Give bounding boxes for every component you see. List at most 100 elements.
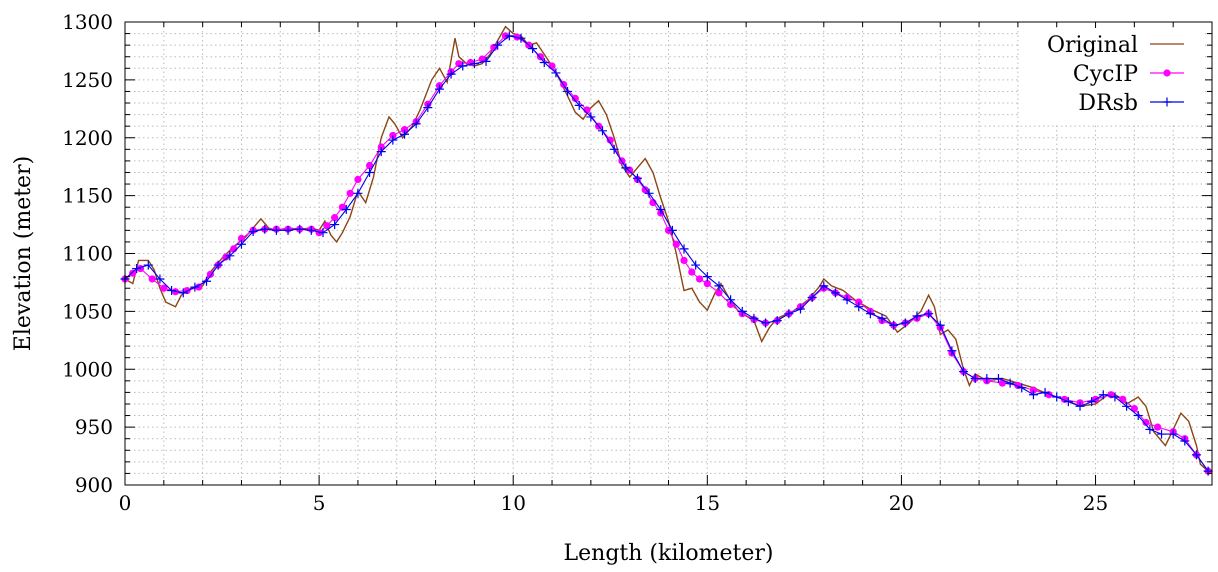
drsb-point <box>667 225 677 235</box>
cycip-point <box>323 222 331 230</box>
drsb-point <box>679 244 689 254</box>
legend: Original CycIP DRsb <box>1020 28 1205 124</box>
drsb-point <box>598 126 608 136</box>
drsb-point <box>656 205 666 215</box>
drsb-point <box>621 163 631 173</box>
drsb-point <box>854 302 864 312</box>
cycip-point <box>400 126 409 134</box>
drsb-point <box>236 239 246 249</box>
drsb-point <box>632 173 642 183</box>
x-tick-label: 10 <box>500 491 525 515</box>
cycip-point <box>160 284 168 292</box>
drsb-point <box>283 225 293 235</box>
cycip-point <box>548 62 556 70</box>
drsb-point <box>644 188 654 198</box>
drsb-point <box>213 260 223 270</box>
drsb-point <box>539 58 549 68</box>
cycip-point <box>606 136 614 144</box>
cycip-point <box>346 189 354 197</box>
drsb-point <box>1052 392 1062 402</box>
drsb-point <box>970 374 980 384</box>
drsb-point <box>202 276 212 286</box>
drsb-point <box>1180 436 1190 446</box>
drsb-point <box>446 69 456 79</box>
cycip-point <box>389 131 397 140</box>
drsb-point <box>1145 424 1155 434</box>
drsb-point <box>376 147 386 157</box>
drsb-point <box>993 374 1003 384</box>
cycip-point <box>129 269 137 277</box>
y-tick-label: 1200 <box>62 126 113 150</box>
cycip-point <box>237 234 246 243</box>
drsb-point <box>481 56 491 66</box>
drsb-point <box>726 295 736 305</box>
drsb-point <box>551 68 561 78</box>
x-tick-label: 5 <box>313 491 326 515</box>
y-tick-label: 1150 <box>62 184 113 208</box>
drsb-point <box>423 103 433 113</box>
x-axis-label: Length (kilometer) <box>564 541 774 566</box>
series-layer <box>120 25 1213 476</box>
drsb-point <box>330 220 340 230</box>
drsb-point <box>1133 411 1143 421</box>
y-tick-label: 1100 <box>62 242 113 266</box>
cycip-point <box>377 143 385 151</box>
drsb-point <box>691 260 701 270</box>
drsb-point <box>1028 390 1038 400</box>
drsb-point <box>225 251 235 261</box>
drsb-point <box>1017 383 1027 393</box>
drsb-point <box>784 309 794 319</box>
drsb-point <box>493 40 503 50</box>
y-tick-label: 950 <box>75 415 113 439</box>
drsb-point <box>1040 387 1050 397</box>
drsb-point <box>702 272 712 282</box>
drsb-point <box>528 44 538 54</box>
drsb-point <box>132 264 142 274</box>
drsb-point <box>1087 397 1097 407</box>
drsb-point <box>912 311 922 321</box>
drsb-point <box>295 224 305 234</box>
drsb-point <box>504 31 514 41</box>
cycip-point <box>365 161 374 170</box>
y-tick-label: 900 <box>75 473 113 497</box>
drsb-point <box>761 318 771 328</box>
drsb-point <box>819 281 829 291</box>
cycip-point <box>641 186 649 194</box>
drsb-point <box>1075 401 1085 411</box>
grid <box>125 22 1212 485</box>
drsb-point <box>574 100 584 110</box>
drsb-point <box>155 274 165 284</box>
cycip-point <box>688 268 696 276</box>
drsb-point <box>1168 429 1178 439</box>
drsb-point <box>318 228 328 238</box>
drsb-point <box>795 304 805 314</box>
drsb-point <box>807 292 817 302</box>
drsb-point <box>737 306 747 316</box>
x-tick-label: 25 <box>1083 491 1108 515</box>
x-tick-label: 15 <box>695 491 720 515</box>
y-tick-label: 1000 <box>62 357 113 381</box>
cycip-point <box>1163 69 1171 77</box>
cycip-point <box>703 279 711 288</box>
drsb-point <box>900 318 910 328</box>
drsb-point <box>178 288 188 298</box>
drsb-point <box>190 282 200 292</box>
drsb-point <box>353 188 363 198</box>
drsb-series <box>120 31 1213 476</box>
original-series <box>124 25 1209 472</box>
drsb-point <box>1098 390 1108 400</box>
drsb-point <box>469 59 479 69</box>
drsb-point <box>1005 378 1015 388</box>
drsb-point <box>830 288 840 298</box>
drsb-point <box>365 167 375 177</box>
legend-label-original: Original <box>1047 33 1138 58</box>
drsb-point <box>1157 429 1167 439</box>
cycip-point <box>680 256 688 265</box>
drsb-point <box>400 129 410 139</box>
drsb-point <box>411 119 421 129</box>
drsb-point <box>959 367 969 377</box>
drsb-point <box>563 86 573 96</box>
cycip-point <box>727 300 735 309</box>
drsb-point <box>260 224 270 234</box>
